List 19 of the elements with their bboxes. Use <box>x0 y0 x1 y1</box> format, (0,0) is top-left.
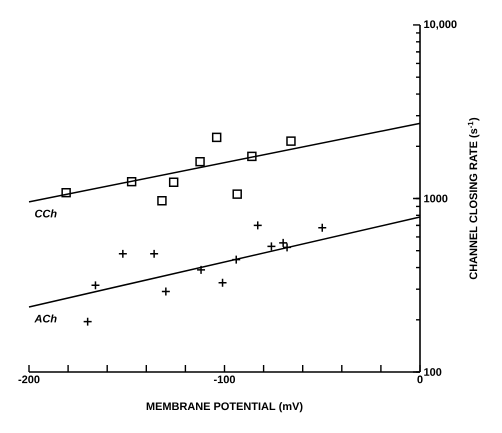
x-axis-title: MEMBRANE POTENTIAL (mV) <box>146 402 302 412</box>
point <box>212 132 222 142</box>
point <box>247 152 257 162</box>
point <box>61 188 71 198</box>
x-tick-label: -100 <box>214 376 236 384</box>
y-tick-label: 1000 <box>424 194 448 202</box>
y-axis-title: CHANNEL CLOSING RATE (s$^{-1}$) <box>468 118 480 280</box>
series-label: ACh <box>34 314 57 323</box>
point <box>195 156 205 166</box>
series-label: CCh <box>35 209 57 218</box>
y-tick-label: 100 <box>424 368 442 376</box>
y-tick-label: 10,000 <box>424 20 457 30</box>
point <box>157 196 167 206</box>
point <box>232 189 242 199</box>
x-tick-label: 0 <box>417 376 423 384</box>
point <box>286 136 296 146</box>
x-tick-label: -200 <box>18 376 40 384</box>
point <box>168 178 178 188</box>
point <box>126 176 136 186</box>
